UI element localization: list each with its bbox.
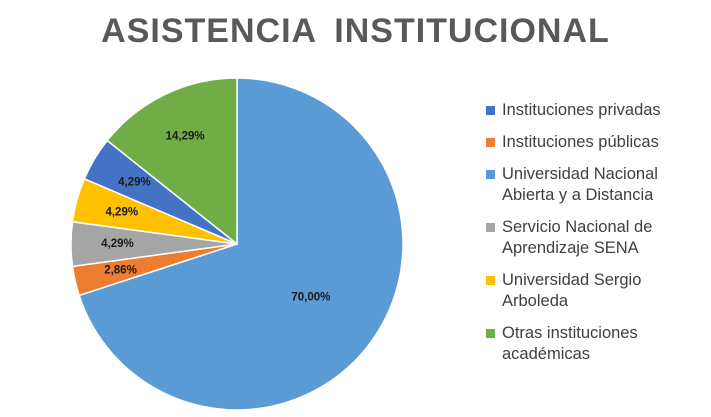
legend-swatch (486, 276, 495, 285)
legend-swatch (486, 106, 495, 115)
legend-label: Instituciones públicas (502, 133, 659, 151)
legend-item-otras-instituciones: Otras instituciones académicas (486, 323, 711, 365)
legend-swatch (486, 138, 495, 147)
legend-item-instituciones-privadas: Instituciones privadas (486, 100, 711, 121)
data-label-otras-instituciones-academicas: 14,29% (166, 130, 205, 142)
pie-slice-universidad-nacional-abierta-y-a-distancia (78, 77, 404, 411)
pie-chart: 70,00% 2,86% 4,29% 4,29% 4,29% 14,29% (70, 77, 404, 411)
legend-item-sergio-arboleda: Universidad Sergio Arboleda (486, 270, 711, 312)
legend-swatch (486, 223, 495, 232)
legend-label: Instituciones privadas (502, 101, 661, 119)
legend-label: Otras instituciones académicas (502, 324, 638, 363)
pie-slice-otras-instituciones-academicas (106, 77, 238, 246)
legend-item-unad: Universidad Nacional Abierta y a Distanc… (486, 164, 711, 206)
legend-swatch (486, 170, 495, 179)
legend-item-instituciones-publicas: Instituciones públicas (486, 132, 711, 153)
data-label-universidad-nacional-abierta-y-a-distancia: 70,00% (291, 292, 330, 304)
chart-title: ASISTENCIA INSTITUCIONAL (101, 12, 610, 50)
data-label-servicio-nacional-de-aprendizaje-sena: 4,29% (101, 238, 134, 250)
data-label-instituciones-publicas: 2,86% (104, 265, 137, 277)
legend-label: Servicio Nacional de Aprendizaje SENA (502, 218, 653, 257)
chart-legend: Instituciones privadas Instituciones púb… (486, 100, 711, 376)
legend-swatch (486, 329, 495, 338)
data-label-universidad-sergio-arboleda: 4,29% (105, 206, 138, 218)
legend-item-sena: Servicio Nacional de Aprendizaje SENA (486, 217, 711, 259)
data-label-instituciones-privadas: 4,29% (118, 177, 151, 189)
legend-label: Universidad Sergio Arboleda (502, 271, 642, 310)
legend-label: Universidad Nacional Abierta y a Distanc… (502, 165, 658, 204)
